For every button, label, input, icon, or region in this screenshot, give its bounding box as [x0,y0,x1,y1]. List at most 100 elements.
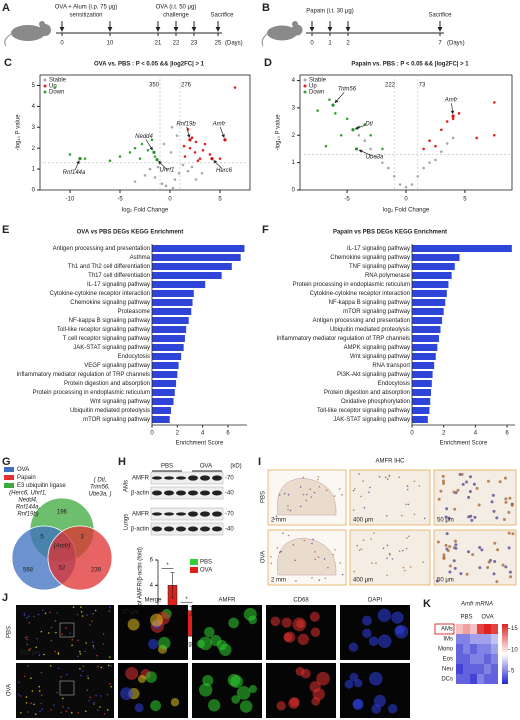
decoration [62,697,64,700]
decoration [188,511,198,517]
decoration [317,556,320,558]
decoration [448,570,452,574]
decoration [282,532,284,534]
decoration [266,605,336,660]
decoration [492,572,496,576]
x-tick-label: 4 [201,431,205,437]
decoration [466,550,470,554]
decoration [270,616,281,627]
decoration [34,713,37,715]
data-point [181,163,185,167]
decoration [125,667,139,680]
decoration [334,549,336,551]
decoration [498,480,502,484]
heatmap-cell [484,674,491,684]
group-label: PBS [460,615,472,621]
decoration [28,622,31,624]
heatmap-cell [470,654,477,664]
decoration [100,695,102,697]
bar [152,353,182,360]
decoration [70,711,73,714]
decoration [300,668,311,679]
legend-label: Up [309,84,317,90]
gene-arrow [334,92,345,104]
decoration [202,674,214,687]
decoration [60,711,63,714]
decoration [106,709,109,711]
legend-label: E3 ubiquitin ligase [17,483,66,489]
legend-label: Down [309,90,324,96]
data-point [138,157,142,160]
decoration [16,605,114,660]
decoration [96,654,98,657]
decoration [27,665,29,667]
decoration [287,505,289,507]
category-label: Antigen processing and presentation [53,246,150,252]
decoration [388,475,390,477]
decoration [69,632,71,635]
error-bar [170,572,175,599]
category-label: VEGF signaling pathway [84,363,150,369]
decoration [309,488,312,490]
decoration [164,490,174,496]
column-label: DAPI [368,598,382,604]
legend-label: Stable [49,78,67,84]
decoration [50,639,53,642]
data-point [68,153,72,156]
decoration [82,665,85,667]
bar [152,326,187,333]
legend-marker [43,84,47,88]
y-axis-label: -log₁₀ P value [16,114,22,151]
decoration [100,666,103,669]
day-label: 0 [310,41,314,47]
decoration [448,564,452,568]
decoration [158,636,171,650]
decoration [408,535,410,538]
venn-count: 3 [80,535,84,541]
category-label: IL-17 signaling pathway [87,282,150,288]
gene-label: Uhrf1 [160,167,175,173]
chart-title: Amfr mRNA [460,602,493,608]
y-tick-label: 0 [32,188,36,194]
decoration [402,566,405,569]
category-label: Protein digestion and absorption [324,390,410,396]
decoration [231,695,241,704]
decoration [324,577,327,580]
data-point [440,128,443,132]
decoration [384,476,387,479]
decoration [150,522,224,536]
decoration [507,531,511,535]
heatmap-cell [456,634,463,644]
decoration [152,490,162,496]
decoration [279,551,281,553]
marker-label: -40 [225,491,234,497]
decoration [150,507,224,521]
x-tick-label: 2 [176,431,180,437]
decoration [212,526,222,532]
decoration [405,547,408,550]
decoration [436,540,440,544]
scale-label: 400 μm [353,578,373,584]
decoration [33,703,35,706]
decoration [480,548,484,552]
colorbar-label: 5 [511,669,515,675]
decoration [310,496,313,498]
chart-title: Papain vs. PBS : P < 0.05 && |log2FC| > … [351,62,469,68]
scale-label: 200 μm [20,651,40,657]
timeline-text: OVA (i.t. 50 μg) [156,5,197,11]
legend-label: Stable [309,78,327,84]
decoration [80,611,83,613]
decoration [388,552,391,555]
decoration [92,645,95,647]
decoration [28,649,31,651]
data-point [196,159,200,163]
decoration [433,529,517,586]
decoration [358,473,360,475]
decoration [296,619,305,629]
panel-label: K [423,598,431,610]
decoration [289,509,292,512]
protein-label: AMFR [132,476,150,482]
legend-label: OVA [200,568,212,574]
data-point [404,185,408,189]
